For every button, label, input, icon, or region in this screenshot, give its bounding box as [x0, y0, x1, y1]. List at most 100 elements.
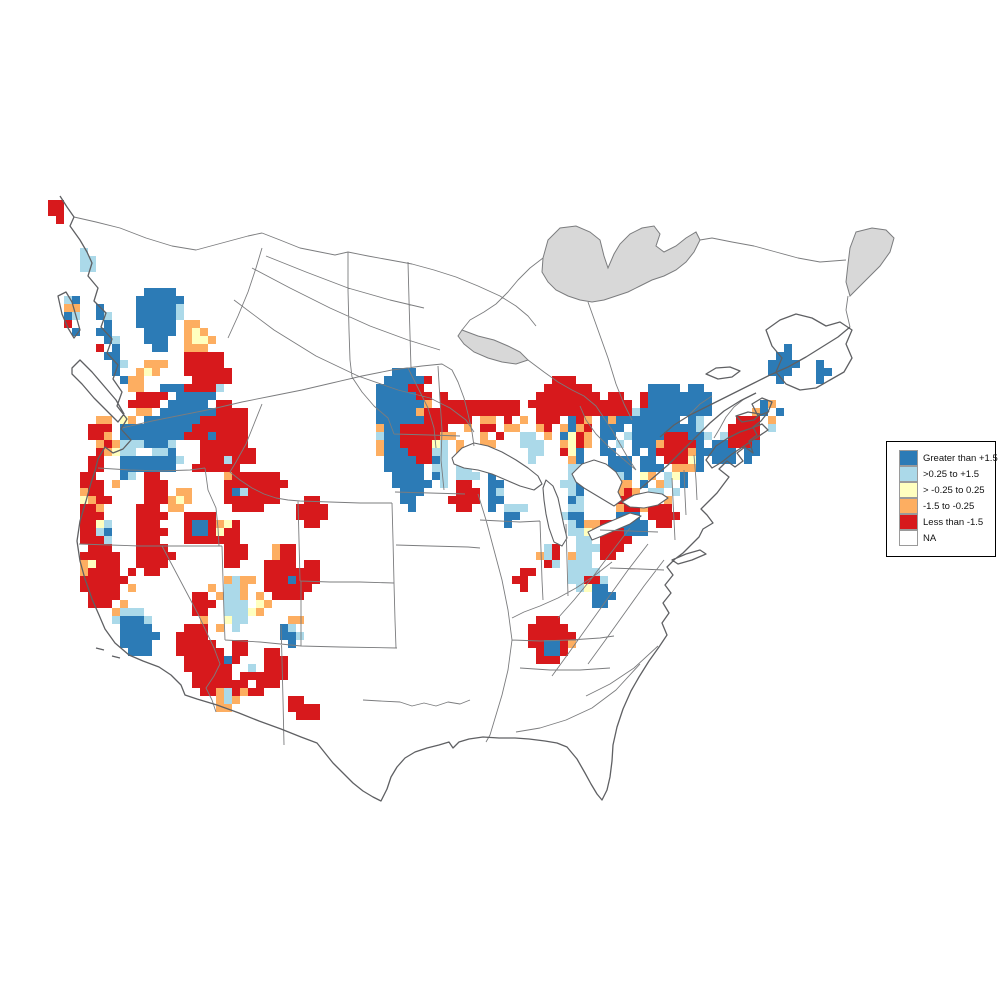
- grid-cell: [232, 576, 240, 584]
- grid-cell: [544, 392, 552, 400]
- grid-cell: [152, 328, 160, 336]
- grid-cell: [544, 416, 552, 424]
- grid-cell: [304, 520, 312, 528]
- grid-cell: [448, 416, 456, 424]
- grid-cell: [696, 408, 704, 416]
- grid-cell: [568, 480, 576, 488]
- grid-cell: [200, 368, 208, 376]
- grid-cell: [400, 472, 408, 480]
- grid-cell: [256, 496, 264, 504]
- grid-cell: [176, 432, 184, 440]
- grid-cell: [152, 632, 160, 640]
- grid-cell: [648, 504, 656, 512]
- grid-cell: [208, 656, 216, 664]
- grid-cell: [192, 528, 200, 536]
- grid-cell: [160, 432, 168, 440]
- grid-cell: [160, 336, 168, 344]
- grid-cell: [632, 440, 640, 448]
- grid-cell: [160, 320, 168, 328]
- grid-cell: [224, 560, 232, 568]
- great-lakes-outlines: [451, 442, 669, 547]
- grid-cell: [160, 528, 168, 536]
- grid-cell: [192, 464, 200, 472]
- grid-cell: [656, 440, 664, 448]
- grid-cell: [560, 632, 568, 640]
- grid-cell: [192, 600, 200, 608]
- grid-cell: [192, 536, 200, 544]
- grid-cell: [136, 408, 144, 416]
- grid-cell: [88, 264, 96, 272]
- grid-cell: [240, 584, 248, 592]
- grid-cell: [456, 416, 464, 424]
- grid-cell: [504, 512, 512, 520]
- legend-item: > -0.25 to 0.25: [899, 482, 995, 498]
- grid-cell: [600, 584, 608, 592]
- grid-cell: [568, 520, 576, 528]
- grid-cell: [240, 504, 248, 512]
- grid-cell: [96, 488, 104, 496]
- grid-cell: [112, 480, 120, 488]
- grid-cell: [776, 376, 784, 384]
- grid-cell: [488, 488, 496, 496]
- grid-cell: [632, 448, 640, 456]
- grid-cell: [648, 472, 656, 480]
- grid-cell: [552, 544, 560, 552]
- grid-cell: [504, 408, 512, 416]
- grid-cell: [520, 576, 528, 584]
- grid-cell: [496, 496, 504, 504]
- grid-cell: [576, 512, 584, 520]
- grid-cell: [568, 400, 576, 408]
- grid-cell: [544, 624, 552, 632]
- grid-cell: [152, 304, 160, 312]
- grid-cell: [224, 600, 232, 608]
- grid-cell: [304, 512, 312, 520]
- grid-cell: [240, 592, 248, 600]
- grid-cell: [408, 488, 416, 496]
- grid-cell: [224, 456, 232, 464]
- grid-cell: [552, 408, 560, 416]
- grid-cell: [552, 392, 560, 400]
- grid-cell: [208, 352, 216, 360]
- grid-cell: [296, 504, 304, 512]
- grid-cell: [256, 608, 264, 616]
- grid-cell: [432, 456, 440, 464]
- grid-cell: [440, 408, 448, 416]
- grid-cell: [96, 544, 104, 552]
- grid-cell: [144, 520, 152, 528]
- grid-cell: [80, 584, 88, 592]
- grid-cell: [232, 592, 240, 600]
- grid-cell: [216, 384, 224, 392]
- grid-cell: [608, 408, 616, 416]
- grid-cell: [88, 528, 96, 536]
- grid-cell: [384, 376, 392, 384]
- grid-cell: [96, 512, 104, 520]
- grid-cell: [152, 320, 160, 328]
- grid-cell: [112, 608, 120, 616]
- grid-cell: [136, 312, 144, 320]
- grid-cell: [160, 384, 168, 392]
- map-legend: Greater than +1.5 >0.25 to +1.5 > -0.25 to…: [886, 441, 998, 557]
- grid-cell: [232, 440, 240, 448]
- grid-cell: [136, 432, 144, 440]
- grid-cell: [224, 592, 232, 600]
- grid-cell: [656, 504, 664, 512]
- grid-cell: [192, 640, 200, 648]
- grid-cell: [640, 464, 648, 472]
- grid-cell: [168, 296, 176, 304]
- grid-cell: [152, 536, 160, 544]
- grid-cell: [128, 616, 136, 624]
- grid-cell: [176, 456, 184, 464]
- grid-cell: [688, 432, 696, 440]
- grid-cell: [472, 400, 480, 408]
- grid-cell: [776, 408, 784, 416]
- grid-cell: [648, 440, 656, 448]
- grid-cell: [552, 632, 560, 640]
- grid-cell: [240, 576, 248, 584]
- grid-cell: [240, 640, 248, 648]
- grid-cell: [224, 424, 232, 432]
- grid-cell: [264, 584, 272, 592]
- grid-cell: [536, 440, 544, 448]
- grid-cell: [496, 432, 504, 440]
- grid-cell: [240, 456, 248, 464]
- grid-cell: [616, 512, 624, 520]
